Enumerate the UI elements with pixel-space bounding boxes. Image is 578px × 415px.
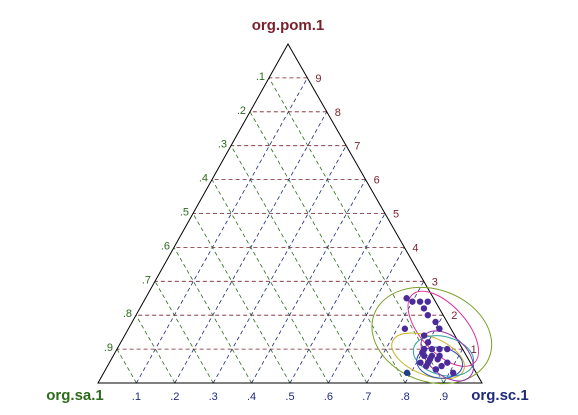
tick-label-sa: .6 <box>161 240 170 252</box>
data-point <box>409 298 416 305</box>
data-point <box>436 325 443 332</box>
tick-label-sc: .5 <box>285 391 294 403</box>
tick-label-pom: 7 <box>354 141 360 153</box>
data-point <box>444 359 451 366</box>
tick-label-sc: .2 <box>170 391 179 403</box>
grid-line-sc <box>251 179 366 384</box>
data-point <box>403 369 411 377</box>
grid-line-sa <box>192 213 291 384</box>
grid-line-sa <box>135 315 176 384</box>
grid-line-sa <box>230 145 368 384</box>
tick-label-pom: 3 <box>432 276 438 288</box>
data-point <box>424 298 431 305</box>
grid-lines <box>116 77 463 384</box>
tick-label-pom: 5 <box>393 209 399 221</box>
grid-line-sc <box>289 213 386 384</box>
tick-label-sa: .4 <box>199 173 208 185</box>
data-point <box>403 295 410 302</box>
confidence-ellipse <box>391 332 465 380</box>
axis-label-top: org.pom.1 <box>252 17 325 34</box>
tick-label-sa: .5 <box>180 207 189 219</box>
tick-label-sc: .4 <box>247 391 256 403</box>
grid-line-sc <box>212 145 347 384</box>
tick-label-sc: .7 <box>362 391 371 403</box>
data-point <box>432 318 439 326</box>
grid-line-sa <box>154 281 214 384</box>
tick-label-sc: .9 <box>439 391 448 403</box>
tick-label-sa: .2 <box>237 105 246 117</box>
tick-label-pom: 1 <box>471 344 477 356</box>
data-point <box>424 312 432 319</box>
data-points <box>401 295 457 377</box>
grid-line-sc <box>136 77 308 384</box>
grid-line-sc <box>328 247 405 384</box>
tick-label-sa: .8 <box>123 308 132 320</box>
data-point <box>420 305 428 312</box>
data-point <box>444 345 451 353</box>
data-point <box>421 352 428 360</box>
tick-label-sc: .1 <box>132 391 141 403</box>
ternary-triangle <box>97 42 483 384</box>
tick-label-pom: 9 <box>315 73 321 85</box>
data-point <box>449 369 457 377</box>
data-point <box>428 345 436 353</box>
tick-label-pom: 4 <box>412 242 418 254</box>
tick-label-pom: 6 <box>374 175 380 187</box>
tick-label-sc: .6 <box>324 391 333 403</box>
data-point <box>416 298 424 305</box>
tick-labels: 1 2 3 4 5 6 7 8 9 .1 .2 .3 .4 .5 .6 .7 .8 .9 .1 .2 .3 .4 .5 .6.… <box>104 71 477 403</box>
confidence-ellipse <box>412 335 475 377</box>
data-point <box>438 362 445 370</box>
tick-label-pom: 2 <box>451 310 457 322</box>
tick-label-sa: .1 <box>256 71 265 83</box>
tick-label-sa: .7 <box>142 274 151 286</box>
tick-label-sc: .8 <box>401 391 410 403</box>
tick-label-sc: .3 <box>209 391 218 403</box>
confidence-ellipse <box>371 286 493 385</box>
data-point <box>434 356 441 363</box>
data-point <box>436 345 443 353</box>
grid-line-sa <box>116 348 137 384</box>
axis-label-right: org.sc.1 <box>471 387 529 404</box>
data-point <box>432 366 440 373</box>
data-point <box>424 339 432 346</box>
axis-label-left: org.sa.1 <box>46 387 104 404</box>
data-point <box>420 332 428 339</box>
tick-label-pom: 8 <box>335 107 341 119</box>
tick-label-sa: .9 <box>104 342 113 354</box>
data-point <box>423 362 430 370</box>
grid-line-sa <box>268 77 444 384</box>
grid-line-sa <box>173 247 252 384</box>
tick-label-sa: .3 <box>218 139 227 151</box>
grid-line-sc <box>366 281 425 384</box>
data-point <box>417 359 424 366</box>
data-point <box>401 325 409 332</box>
